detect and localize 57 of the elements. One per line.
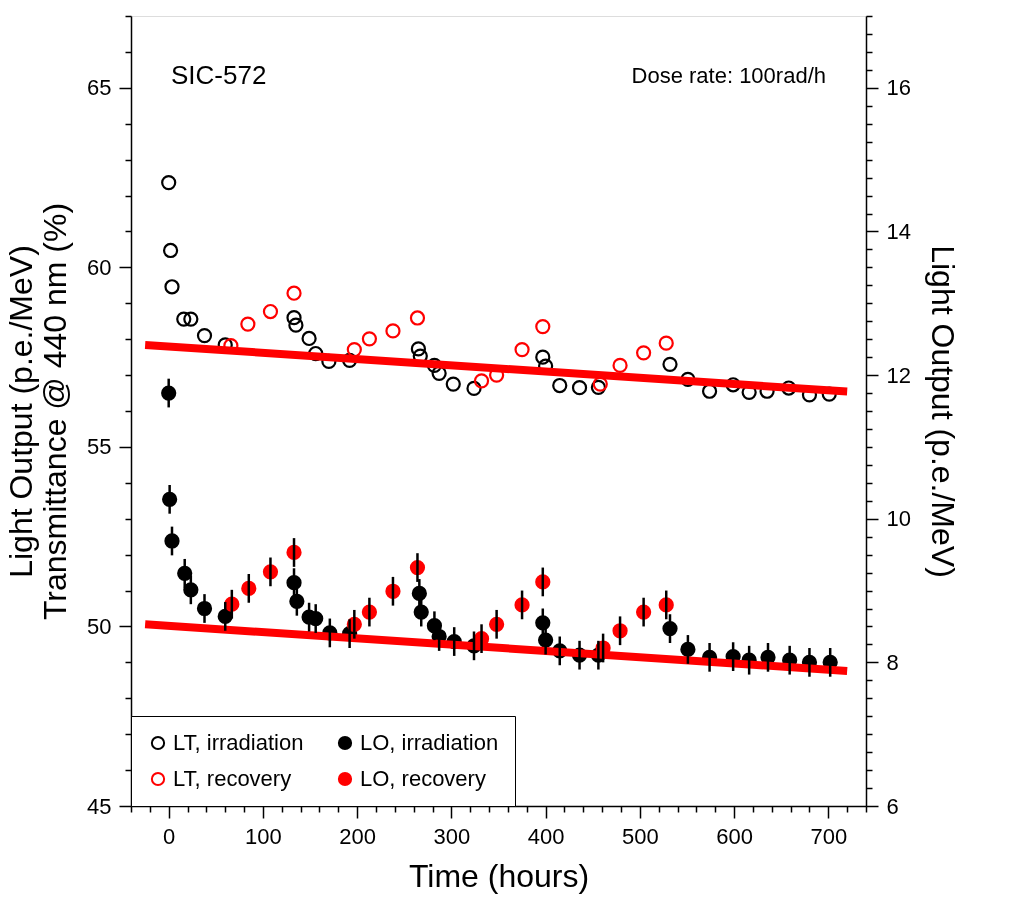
point: [361, 331, 378, 347]
y2-tick-label: 8: [886, 649, 899, 675]
point: [262, 303, 279, 320]
y2-tick-label: 6: [886, 793, 899, 819]
x-tick-label: 300: [433, 823, 471, 849]
point: [301, 330, 317, 347]
y2-tick-label: 10: [886, 506, 911, 532]
x-axis-title: Time (hours): [408, 857, 590, 894]
point: [658, 335, 674, 351]
point: [240, 316, 256, 332]
legend-label: LO, recovery: [360, 766, 486, 791]
point: [385, 323, 401, 339]
point: [410, 341, 427, 357]
x-tick-label: 500: [621, 823, 659, 849]
y-axis-title: Light Output (p.e./MeV) Transmittance @ 440 nm (%): [3, 202, 74, 621]
y-tick-label: 60: [87, 254, 112, 280]
point: [535, 349, 551, 365]
point: [162, 242, 179, 259]
point: [571, 380, 588, 396]
point: [346, 341, 362, 358]
annotation: Dose rate: 100rad/h: [631, 63, 826, 88]
point: [286, 310, 302, 326]
point: [445, 376, 461, 392]
point: [286, 285, 302, 301]
point: [612, 357, 628, 373]
x-tick-label: 400: [527, 823, 565, 849]
legend-label: LT, recovery: [173, 766, 292, 791]
point: [409, 310, 426, 326]
legend-label: LT, irradiation: [173, 730, 304, 755]
y-tick-label: 65: [87, 75, 112, 101]
point: [473, 373, 490, 389]
point: [535, 319, 551, 335]
point: [164, 279, 180, 295]
legend-label: LO, irradiation: [360, 730, 499, 755]
point: [183, 311, 199, 327]
x-tick-label: 0: [163, 823, 176, 849]
point: [636, 345, 652, 361]
y2-tick-label: 16: [886, 75, 911, 101]
point: [176, 311, 192, 327]
y-tick-label: 50: [87, 613, 112, 639]
y2-axis-title: Light Output (p.e./MeV): [924, 245, 961, 578]
y2-tick-label: 12: [886, 362, 911, 388]
y-tick-label: 55: [87, 434, 112, 460]
x-tick-label: 100: [245, 823, 282, 849]
point: [466, 380, 482, 396]
point: [552, 377, 568, 394]
point: [662, 356, 678, 372]
point: [288, 317, 304, 333]
point: [161, 175, 177, 191]
y-tick-label: 45: [87, 793, 112, 819]
x-tick-label: 600: [716, 823, 753, 849]
x-tick-label: 700: [810, 823, 848, 849]
annotation: SIC-572: [171, 60, 267, 90]
point: [196, 327, 213, 344]
x-tick-label: 200: [339, 823, 377, 849]
point: [514, 341, 530, 358]
y2-tick-label: 14: [886, 218, 911, 244]
